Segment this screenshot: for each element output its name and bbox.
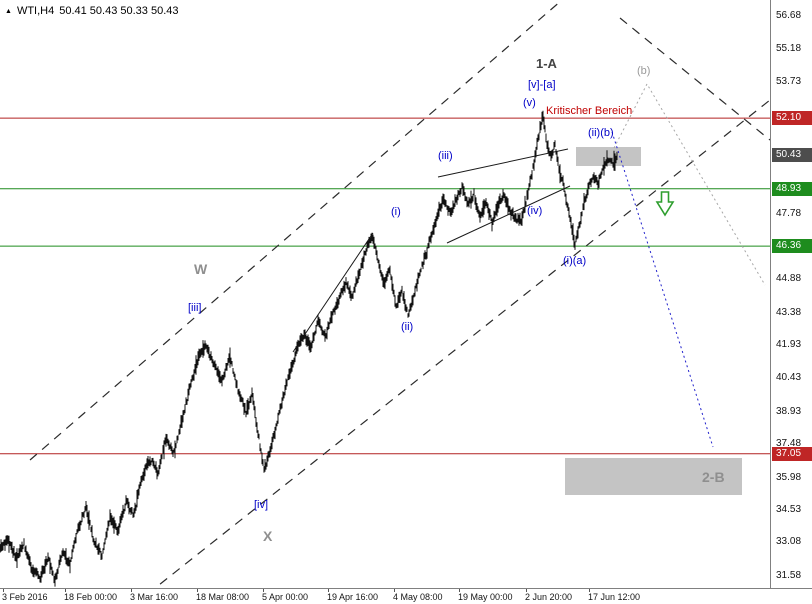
price-marker-46.36: 46.36 xyxy=(772,239,812,254)
time-label: 19 Apr 16:00 xyxy=(327,592,379,602)
time-label: 18 Feb 00:00 xyxy=(64,592,118,602)
time-tick xyxy=(263,589,264,592)
kritischer-bereich-zone[interactable] xyxy=(576,147,641,166)
time-label: 18 Mar 08:00 xyxy=(196,592,250,602)
price-tick: 43.38 xyxy=(776,306,802,318)
price-axis[interactable]: 56.68 55.18 53.73 47.78 44.88 43.38 41.93 40.43… xyxy=(770,0,812,588)
price-marker-37.05: 37.05 xyxy=(772,446,812,461)
bearish-projection-blue[interactable] xyxy=(611,131,714,448)
time-tick xyxy=(328,589,329,592)
trendline-3[interactable] xyxy=(437,148,569,178)
green-down-arrow-icon[interactable] xyxy=(655,191,675,217)
price-tick: 34.53 xyxy=(776,503,802,515)
alt-projection-gray[interactable] xyxy=(613,82,766,286)
time-label: 2 Jun 20:00 xyxy=(525,592,573,602)
ohlc-readout: ▲ WTI,H4 50.41 50.43 50.33 50.43 xyxy=(5,5,179,17)
time-tick xyxy=(3,589,4,592)
time-tick xyxy=(65,589,66,592)
time-label: 3 Feb 2016 xyxy=(2,592,48,602)
time-axis[interactable]: 3 Feb 2016 18 Feb 00:00 3 Mar 16:00 18 Mar … xyxy=(0,588,812,604)
time-tick xyxy=(589,589,590,592)
time-tick xyxy=(197,589,198,592)
time-tick xyxy=(394,589,395,592)
time-label: 5 Apr 00:00 xyxy=(262,592,309,602)
price-tick: 55.18 xyxy=(776,43,802,55)
price-tick: 53.73 xyxy=(776,75,802,87)
channel-line-top-right[interactable] xyxy=(619,17,770,141)
price-tick: 37.48 xyxy=(776,438,802,450)
price-tick: 31.58 xyxy=(776,569,802,581)
trendline-1[interactable] xyxy=(292,232,374,353)
price-tick: 44.88 xyxy=(776,273,802,285)
time-tick xyxy=(131,589,132,592)
ohlc-values: 50.41 50.43 50.33 50.43 xyxy=(59,5,179,17)
price-tick: 56.68 xyxy=(776,10,802,21)
time-label: 17 Jun 12:00 xyxy=(588,592,641,602)
price-tick: 38.93 xyxy=(776,405,802,417)
target-zone-2b[interactable] xyxy=(565,458,742,495)
price-marker-48.93: 48.93 xyxy=(772,181,812,196)
price-tick: 41.93 xyxy=(776,338,802,350)
symbol-timeframe: WTI,H4 xyxy=(16,5,55,17)
time-tick xyxy=(526,589,527,592)
chart-symbol-icon: ▲ xyxy=(5,7,12,15)
price-tick: 40.43 xyxy=(776,372,802,384)
price-tick: 35.98 xyxy=(776,471,802,483)
price-marker-50.43: 50.43 xyxy=(772,148,812,163)
channel-line-lower[interactable] xyxy=(135,99,770,588)
price-tick: 47.78 xyxy=(776,208,802,220)
time-label: 4 May 08:00 xyxy=(393,592,443,602)
time-label: 19 May 00:00 xyxy=(458,592,513,602)
time-tick xyxy=(459,589,460,592)
channel-line-upper[interactable] xyxy=(29,0,563,461)
price-tick: 33.08 xyxy=(776,536,802,548)
price-marker-52.10: 52.10 xyxy=(772,111,812,126)
price-series xyxy=(0,110,618,587)
price-chart-canvas[interactable] xyxy=(0,0,770,588)
time-label: 3 Mar 16:00 xyxy=(130,592,179,602)
